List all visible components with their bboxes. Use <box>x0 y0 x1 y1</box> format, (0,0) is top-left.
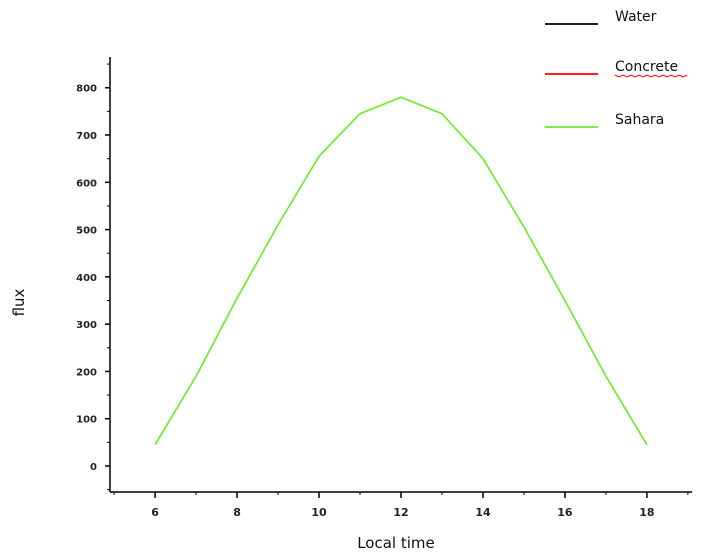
legend-label-water: Water <box>615 9 657 25</box>
y-tick-label: 400 <box>76 273 97 284</box>
x-tick-label: 6 <box>151 506 159 519</box>
y-tick-label: 500 <box>76 226 97 237</box>
x-tick-label: 18 <box>639 506 654 519</box>
y-tick-label: 100 <box>76 415 97 426</box>
spellcheck-squiggle <box>614 74 688 78</box>
x-tick-label: 10 <box>311 506 327 519</box>
legend-label-concrete: Concrete <box>615 59 678 75</box>
x-tick-label: 14 <box>475 506 491 519</box>
y-axis-title: flux <box>10 288 28 316</box>
y-tick-label: 700 <box>76 131 97 142</box>
y-tick-label: 0 <box>90 462 97 473</box>
x-tick-label: 8 <box>233 506 241 519</box>
legend: Water Concrete Sahara <box>545 9 688 128</box>
x-axis: 6 8 10 12 14 16 18 <box>110 491 692 519</box>
y-tick-label: 800 <box>76 84 97 95</box>
y-tick-label: 300 <box>76 320 97 331</box>
legend-label-sahara: Sahara <box>615 112 664 128</box>
series-line-sahara <box>154 96 648 446</box>
y-tick-label: 200 <box>76 367 97 378</box>
y-axis: 0 100 200 300 400 500 600 700 800 <box>76 57 111 492</box>
x-tick-label: 12 <box>393 506 408 519</box>
series-layer <box>154 96 648 446</box>
y-tick-label: 600 <box>76 178 97 189</box>
x-axis-title: Local time <box>357 534 435 552</box>
x-tick-label: 16 <box>557 506 573 519</box>
